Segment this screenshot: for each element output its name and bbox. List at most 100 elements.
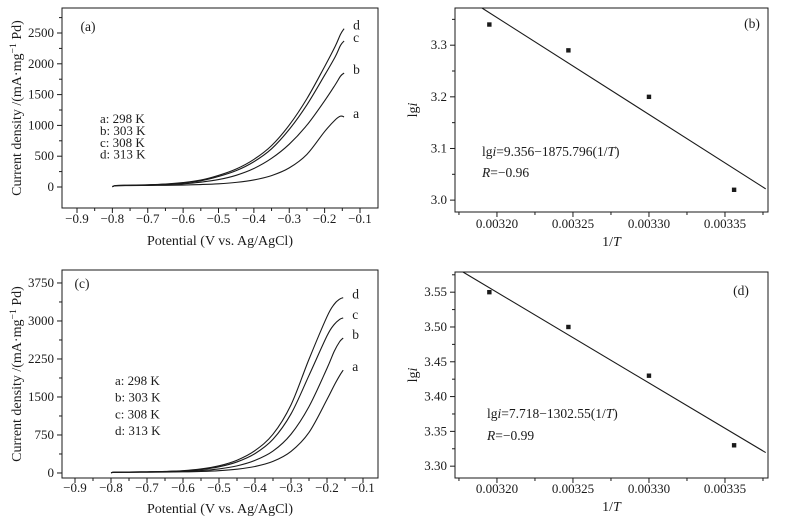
curve-label-d: d [352,287,359,302]
y-axis-label: Current density /(mA·mg−1 Pd) [8,20,25,196]
panel-label: (a) [81,19,96,34]
y-tick-label: 0 [48,465,55,480]
y-tick-label: 1500 [28,389,54,404]
panel-label: (d) [733,283,749,298]
curve-d [112,28,345,188]
data-point-2 [566,324,571,330]
x-tick-label: −0.9 [65,211,89,226]
y-tick-label: 2500 [28,25,54,40]
curve-b [112,72,345,188]
fit-equation: lgi=7.718−1302.55(1/T) [487,406,618,421]
x-tick-label: 0.00320 [476,216,518,231]
curve-label-c: c [352,307,358,322]
curve-label-d: d [353,18,360,33]
curve-c [112,40,345,188]
legend-entry-2: b: 303 K [100,123,146,138]
curve-label-a: a [353,106,359,121]
x-tick-label: −0.4 [242,211,266,226]
curve-d [110,297,344,474]
y-tick-label: 750 [35,427,55,442]
y-tick-label: 3000 [28,313,54,328]
y-tick-label: 3.50 [424,319,447,334]
fit-equation: lgi=9.356−1875.796(1/T) [482,144,620,159]
legend-entry-1: a: 298 K [115,373,160,388]
y-tick-label: 3.55 [424,284,447,299]
panel-d-plot-area [462,271,767,454]
x-tick-label: −0.6 [171,480,195,495]
x-tick-label: −0.1 [348,211,372,226]
plot-frame [61,7,379,209]
curve-b [110,337,344,474]
data-point-1 [487,22,492,27]
x-tick-label: −0.6 [171,211,195,226]
x-tick-label: −0.7 [135,480,159,495]
curve-a [112,115,345,188]
panel-b-plot-area [481,7,767,190]
y-tick-label: 3.35 [424,423,447,438]
y-axis-label: lgi [406,103,421,118]
legend-entry-3: c: 308 K [100,135,145,150]
x-tick-label: −0.1 [351,480,375,495]
legend-entry-1: a: 298 K [100,111,145,126]
curve-label-a: a [352,359,358,374]
plot-frame [454,7,769,213]
panel-b-arrhenius-chart: lgi=9.356−1875.796(1/T) R=−0.96 0.00320 0.0… [406,7,769,250]
x-tick-label: −0.4 [243,480,267,495]
x-tick-label: 0.00325 [552,481,594,496]
x-axis-label: Potential (V vs. Ag/AgCl) [147,502,293,517]
y-tick-label: 3.2 [431,89,447,104]
x-tick-label: 0.00320 [476,481,518,496]
x-tick-label: −0.8 [99,480,123,495]
fit-line [462,271,767,454]
y-tick-label: 3.0 [431,192,447,207]
x-tick-label: −0.3 [277,211,301,226]
panel-d-arrhenius-chart: lgi=7.718−1302.55(1/T) R=−0.99 0.00320 0.00… [406,271,769,515]
legend-entry-2: b: 303 K [115,390,161,405]
x-tick-label: −0.2 [315,480,339,495]
x-axis-label: Potential (V vs. Ag/AgCl) [147,234,293,249]
fit-line [481,7,767,190]
data-point-4 [731,187,737,192]
x-tick-label: 0.00330 [628,216,670,231]
x-tick-label: −0.9 [63,480,87,495]
y-tick-label: 3.30 [424,458,447,473]
x-tick-label: −0.2 [313,211,337,226]
y-tick-label: 1500 [28,87,54,102]
panel-c-plot-area [110,297,344,474]
x-axis-label: 1/T [602,235,622,250]
y-tick-label: 3750 [28,275,54,290]
x-tick-label: −0.8 [101,211,125,226]
y-axis-label: Current density /(mA·mg−1 Pd) [8,286,25,462]
correlation-coefficient: R=−0.99 [486,428,534,443]
data-point-4 [731,443,737,448]
data-point-3 [646,373,652,378]
data-point-3 [646,94,652,100]
y-tick-label: 3.1 [431,140,447,155]
panel-c-polarization-chart: a bcd a: 298 K b: 303 Kc: 308 K d: 313 K −0.9… [8,269,379,517]
y-tick-label: 0 [48,179,55,194]
y-tick-label: 3.45 [424,354,447,369]
x-tick-label: −0.3 [279,480,303,495]
x-tick-label: 0.00325 [552,216,594,231]
x-tick-label: −0.7 [136,211,160,226]
legend-entry-4: d: 313 K [100,147,146,162]
data-point-1 [487,289,492,295]
y-tick-label: 3.3 [431,37,447,52]
y-axis-label: lgi [406,368,421,383]
x-tick-label: −0.5 [207,480,231,495]
x-tick-label: −0.5 [207,211,231,226]
y-tick-label: 2250 [28,351,54,366]
x-tick-label: 0.00330 [628,481,670,496]
plot-frame [454,271,769,479]
curve-label-b: b [352,327,359,342]
x-tick-label: 0.00335 [704,481,746,496]
panel-label: (c) [75,276,90,291]
panel-a-polarization-chart: a b cd a: 298 Kb: 303 Kc: 308 Kd: 313 K −0.9… [8,7,379,249]
y-tick-label: 1000 [28,117,54,132]
data-point-2 [566,48,571,53]
y-tick-label: 3.40 [424,389,447,404]
curve-label-b: b [353,62,360,77]
y-tick-label: 500 [35,148,55,163]
panel-label: (b) [744,16,760,31]
